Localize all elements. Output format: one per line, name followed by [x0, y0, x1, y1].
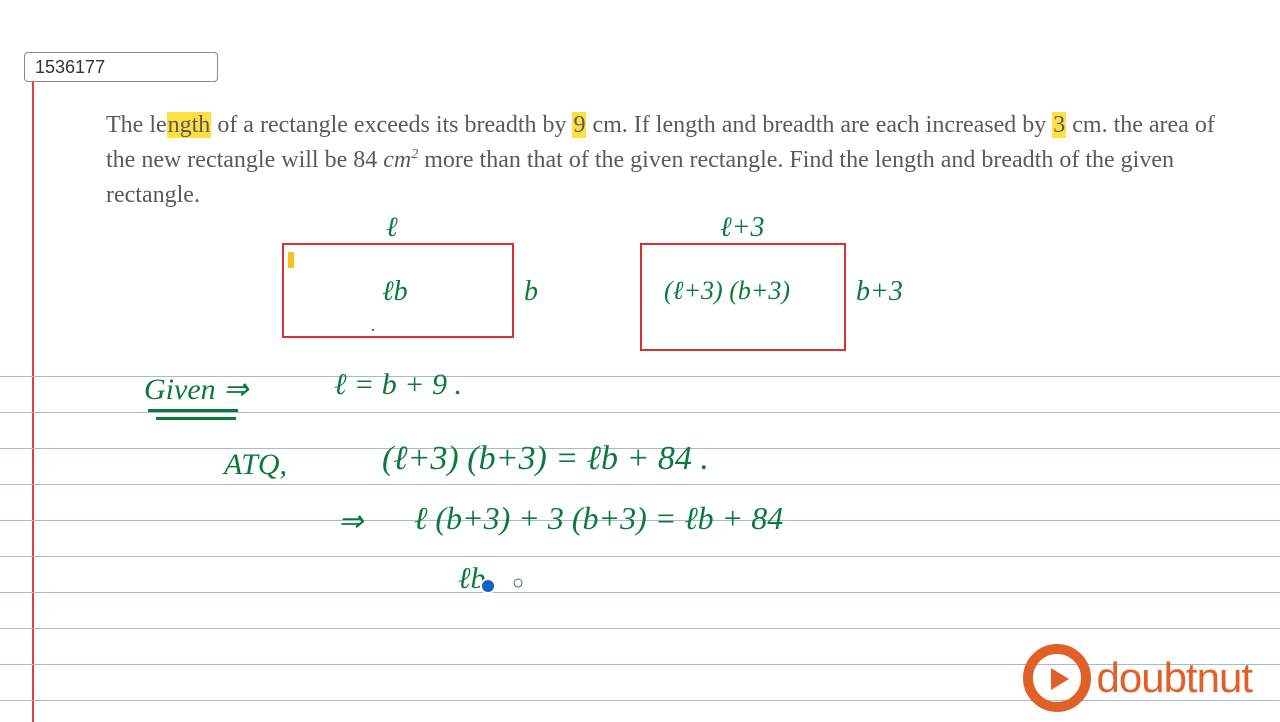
given-equation: ℓ = b + 9 . — [334, 368, 462, 402]
atq-label: ATQ, — [224, 448, 287, 482]
rect2-top-label: ℓ+3 — [720, 212, 765, 244]
small-mark-2: ○ — [512, 572, 524, 595]
equation-line-2: ℓ (b+3) + 3 (b+3) = ℓb + 84 — [414, 500, 783, 537]
rect2-right-label: b+3 — [856, 276, 903, 308]
arrow-implies: ⇒ — [338, 504, 363, 539]
rect1-right-label: b — [524, 276, 538, 308]
doubtnut-logo: doubtnut — [1023, 644, 1253, 712]
given-underline-1 — [148, 406, 238, 412]
logo-circle-icon — [1023, 644, 1091, 712]
given-label: Given ⇒ — [144, 372, 248, 407]
id-box: 1536177 — [24, 52, 218, 82]
problem-statement: The length of a rectangle exceeds its br… — [106, 108, 1236, 212]
rect2-inside-label: (ℓ+3) (b+3) — [664, 276, 790, 306]
equation-line-1: (ℓ+3) (b+3) = ℓb + 84 . — [382, 440, 709, 478]
rect1-inside-label: ℓb — [382, 276, 408, 308]
id-number: 1536177 — [35, 57, 105, 77]
logo-text: doubtnut — [1097, 654, 1253, 702]
play-icon — [1051, 668, 1069, 690]
yellow-mark — [288, 252, 294, 268]
cursor-icon — [480, 578, 496, 594]
rect1-top-label: ℓ — [386, 212, 398, 244]
given-underline-2 — [156, 414, 236, 420]
small-mark-1: · — [370, 320, 376, 341]
